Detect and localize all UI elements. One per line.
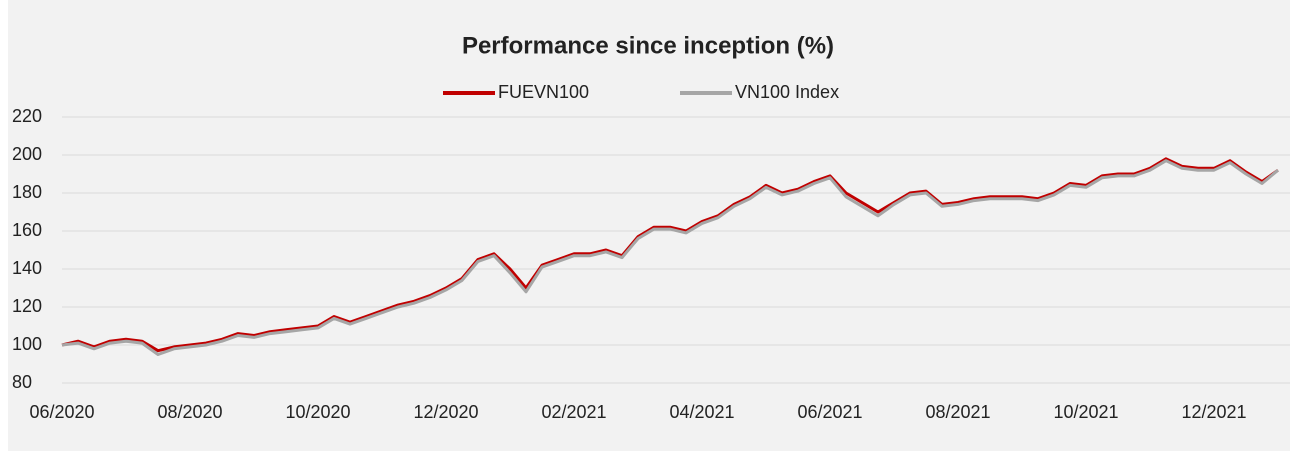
- y-tick-label: 140: [12, 258, 42, 278]
- y-tick-label: 220: [12, 106, 42, 126]
- x-tick-label: 06/2020: [29, 402, 94, 422]
- x-tick-label: 10/2020: [285, 402, 350, 422]
- x-tick-label: 02/2021: [541, 402, 606, 422]
- y-tick-label: 120: [12, 296, 42, 316]
- line-series: [61, 159, 1279, 356]
- y-tick-label: 160: [12, 220, 42, 240]
- y-tick-label: 80: [12, 372, 32, 392]
- y-tick-label: 180: [12, 182, 42, 202]
- chart-title: Performance since inception (%): [462, 32, 834, 59]
- legend: FUEVN100 VN100 Index: [443, 82, 839, 102]
- x-tick-label: 12/2021: [1181, 402, 1246, 422]
- background: [8, 0, 1290, 451]
- x-tick-label: 08/2021: [925, 402, 990, 422]
- x-tick-label: 12/2020: [413, 402, 478, 422]
- y-tick-label: 100: [12, 334, 42, 354]
- y-tick-label: 200: [12, 144, 42, 164]
- x-tick-label: 06/2021: [797, 402, 862, 422]
- legend-label: VN100 Index: [735, 82, 839, 102]
- x-tick-label: 10/2021: [1053, 402, 1118, 422]
- x-tick-label: 08/2020: [157, 402, 222, 422]
- legend-label: FUEVN100: [498, 82, 589, 102]
- line-series: [61, 157, 1279, 353]
- x-tick-label: 04/2021: [669, 402, 734, 422]
